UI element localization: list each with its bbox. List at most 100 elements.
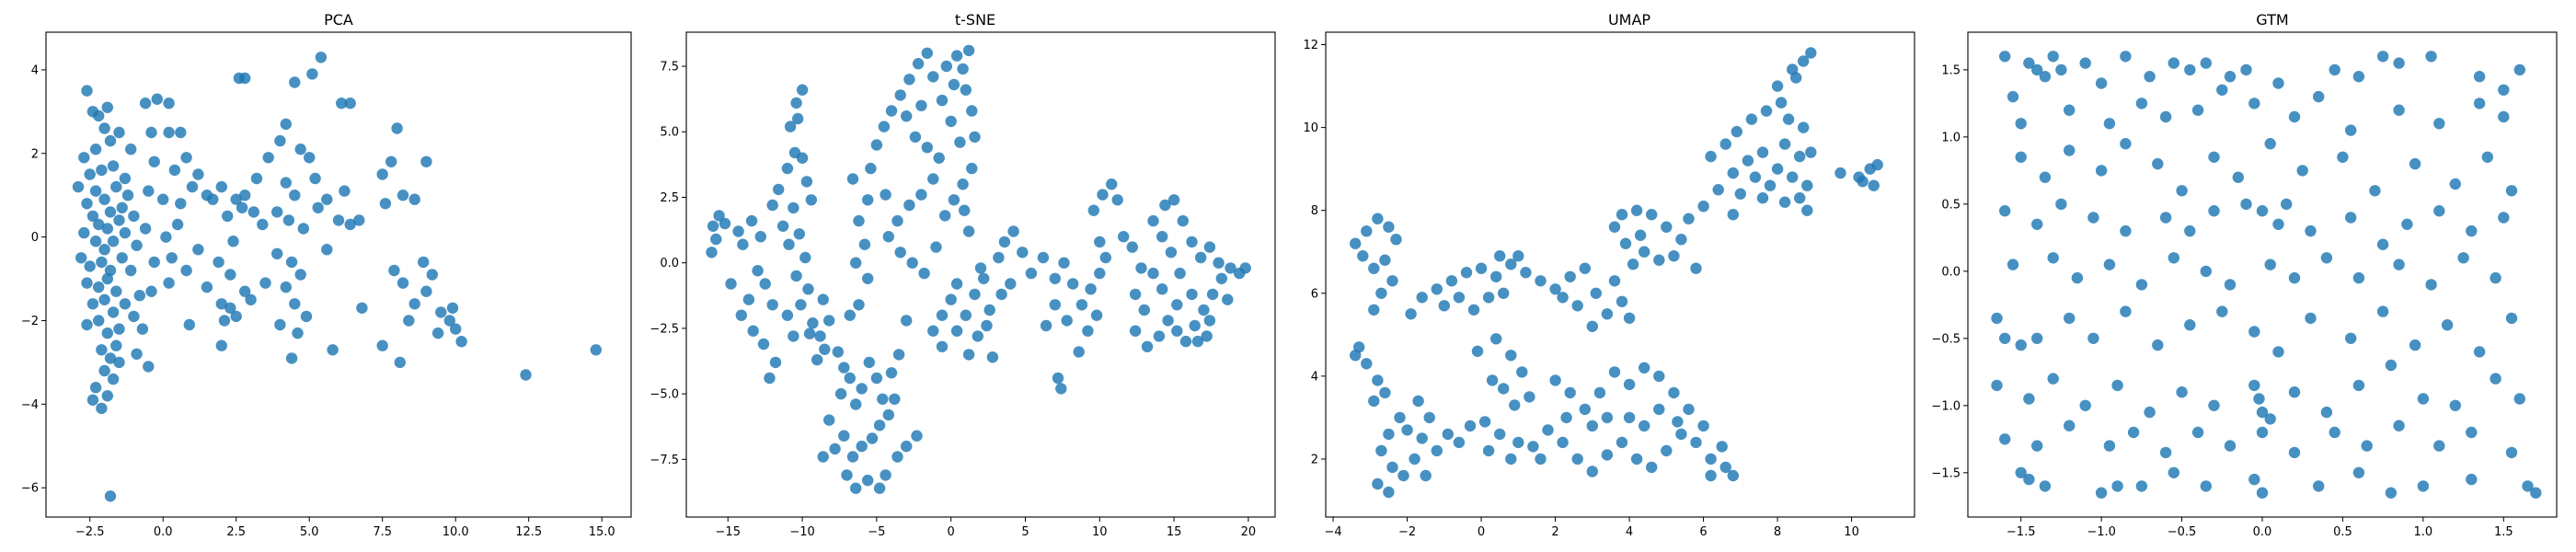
data-point [376,339,388,351]
data-point [1401,424,1413,436]
data-point [163,277,175,289]
data-point [1834,167,1846,179]
data-point [227,236,239,247]
data-point [1756,146,1769,158]
data-point [2505,446,2518,459]
data-point [962,44,975,57]
data-point [882,231,894,243]
data-point [2264,413,2276,425]
y-tick-label: −6 [21,482,39,496]
data-point [823,315,835,327]
data-point [2200,480,2212,492]
data-point [841,469,853,481]
data-point [2015,151,2027,163]
data-point [1171,299,1183,311]
data-point [1061,315,1073,327]
x-tick-label: 10.0 [443,525,469,539]
y-tick-label: 0 [31,231,39,245]
data-point [274,318,286,331]
data-point [1719,138,1731,150]
data-point [1586,466,1599,477]
data-point [1405,308,1417,320]
data-point [1512,436,1524,449]
data-point [192,168,204,180]
data-point [1646,461,1658,474]
data-point [2393,57,2405,69]
data-point [2224,71,2237,83]
data-point [2481,151,2493,163]
data-point [2425,51,2437,63]
data-point [773,183,785,196]
data-point [909,131,922,144]
data-point [2191,104,2204,116]
y-tick-label: 4 [1311,370,1318,384]
data-point [2135,279,2148,291]
data-point [863,356,875,369]
data-point [148,155,160,167]
data-point [853,299,865,311]
data-point [2490,373,2501,385]
data-point [1350,350,1362,362]
data-point [950,325,963,337]
data-point [2208,151,2220,163]
data-point [1616,436,1628,449]
data-point [1073,346,1085,358]
data-point [1165,247,1178,259]
data-point [1239,262,1251,274]
x-tick-label: 2 [1551,525,1558,539]
data-point [282,214,295,226]
data-point [128,310,140,323]
data-point [1653,254,1665,266]
data-point [1727,209,1740,221]
data-point [796,152,809,164]
data-point [1601,308,1614,320]
x-tick-label: −5 [868,525,885,539]
data-point [222,210,234,223]
data-point [1579,262,1592,274]
data-point [1453,292,1466,304]
data-point [903,199,915,212]
data-point [1129,288,1142,301]
y-tick-label: 4 [31,63,39,77]
data-point [2352,71,2365,83]
data-point [790,97,802,109]
x-tick-label: 10 [1092,525,1108,539]
data-point [1775,97,1788,109]
data-point [175,198,187,210]
data-point [933,152,945,164]
scatter-points [1350,47,1883,499]
data-point [735,309,747,321]
data-point [344,98,356,109]
data-point [978,272,990,284]
data-point [2498,110,2510,123]
data-point [781,162,794,175]
chart-title: UMAP [1608,11,1650,29]
data-point [894,247,906,259]
data-point [230,310,242,323]
data-point [1571,300,1583,312]
data-point [995,288,1007,301]
data-point [376,168,388,180]
data-point [1734,188,1747,200]
data-point [1431,444,1443,457]
data-point [1482,292,1495,304]
data-point [2184,224,2196,237]
data-point [280,177,292,189]
data-point [2393,104,2405,116]
data-point [1179,335,1192,348]
data-point [2256,487,2269,499]
data-point [2313,480,2325,492]
data-point [1494,250,1506,262]
data-point [151,93,163,105]
data-point [224,269,236,281]
data-point [2095,77,2108,89]
y-tick-label: −2 [21,315,39,328]
data-point [2200,57,2212,69]
data-point [1167,194,1180,206]
data-point [139,223,152,235]
y-tick-label: 0.0 [660,257,679,270]
data-point [175,126,187,139]
data-point [78,152,90,164]
panel-pca: PCA −2.5 0.0 2.5 5.0 7.5 10.0 12.5 15.0 −6 −4 −2 0 2… [21,11,632,539]
data-point [236,201,248,213]
